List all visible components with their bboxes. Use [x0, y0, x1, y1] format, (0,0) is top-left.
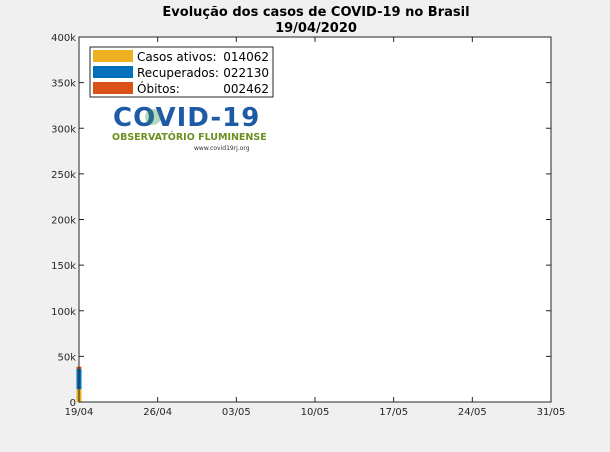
chart-subtitle: 19/04/2020	[275, 21, 357, 36]
legend-value-obitos: 002462	[223, 82, 269, 96]
x-tick-label: 03/05	[222, 407, 251, 418]
x-tick-label: 10/05	[301, 407, 330, 418]
virus-icon	[145, 109, 161, 125]
covid-observatorio-logo: COVID-19 OBSERVATÓRIO FLUMINENSE www.cov…	[112, 103, 267, 152]
y-tick-label: 100k	[51, 307, 76, 318]
x-axis: 19/04 26/04 03/05 10/05 17/05 24/05 31/05	[65, 37, 566, 418]
legend-label-casos-ativos: Casos ativos:	[137, 50, 217, 64]
y-tick-label: 400k	[51, 33, 76, 44]
legend-value-recuperados: 022130	[223, 66, 269, 80]
logo-subtitle: OBSERVATÓRIO FLUMINENSE	[112, 131, 267, 143]
logo-title: COVID-19	[113, 103, 260, 133]
x-tick-label: 26/04	[143, 407, 172, 418]
chart-title: Evolução dos casos de COVID-19 no Brasil	[162, 5, 469, 20]
y-tick-label: 0	[70, 398, 76, 409]
legend-swatch-recuperados	[93, 66, 133, 78]
legend-swatch-casos-ativos	[93, 50, 133, 62]
legend-value-casos-ativos: 014062	[223, 50, 269, 64]
x-tick-label: 17/05	[379, 407, 408, 418]
y-tick-label: 300k	[51, 124, 76, 135]
legend: Casos ativos: 014062 Recuperados: 022130…	[89, 46, 274, 98]
x-tick-label: 24/05	[458, 407, 487, 418]
y-tick-label: 350k	[51, 79, 76, 90]
x-tick-label: 31/05	[537, 407, 566, 418]
plot-area	[78, 36, 552, 403]
y-tick-label: 200k	[51, 216, 76, 227]
logo-url: www.covid19rj.org	[194, 145, 250, 152]
legend-swatch-obitos	[93, 82, 133, 94]
y-axis: 0 50k 100k 150k 200k 250k 300k 350k 400k	[51, 33, 551, 409]
y-tick-label: 50k	[57, 352, 76, 363]
legend-label-obitos: Óbitos:	[137, 81, 180, 96]
legend-label-recuperados: Recuperados:	[137, 66, 219, 80]
y-tick-label: 150k	[51, 261, 76, 272]
y-tick-label: 250k	[51, 170, 76, 181]
x-tick-label: 19/04	[65, 407, 94, 418]
